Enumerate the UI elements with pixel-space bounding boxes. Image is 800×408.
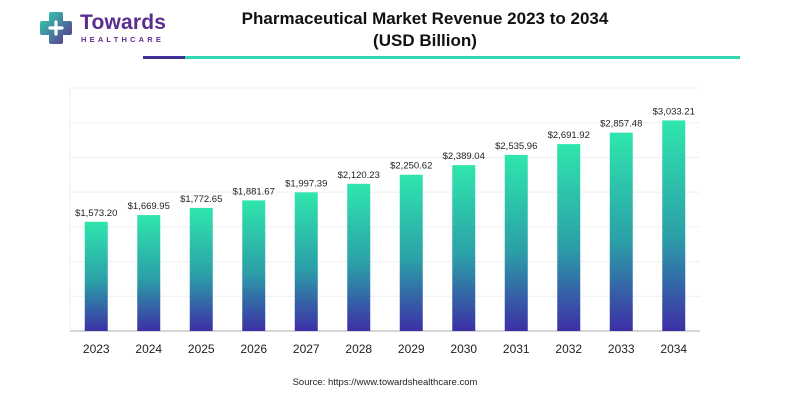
- x-tick-2029: 2029: [398, 342, 425, 356]
- x-tick-2025: 2025: [188, 342, 215, 356]
- bar-2028: [347, 183, 371, 331]
- bar-2031: [504, 154, 528, 331]
- brand-tagline: HEALTHCARE: [81, 35, 165, 44]
- x-tick-2034: 2034: [660, 342, 687, 356]
- data-labels: $1,573.20 $1,669.95 $1,772.65 $1,881.67 $1,9…: [75, 106, 695, 218]
- header-rule: [185, 56, 740, 59]
- data-label-2024: $1,669.95: [128, 201, 170, 212]
- bar-2034: [662, 120, 686, 331]
- chart-title-block: Pharmaceutical Market Revenue 2023 to 20…: [190, 8, 660, 52]
- bar-2026: [242, 200, 266, 331]
- bar-2027: [294, 192, 318, 331]
- grid-lines: [69, 87, 700, 332]
- data-label-2031: $2,535.96: [495, 141, 537, 152]
- data-label-2027: $1,997.39: [285, 178, 327, 189]
- bar-2033: [609, 132, 633, 331]
- x-tick-2032: 2032: [555, 342, 582, 356]
- x-tick-2033: 2033: [608, 342, 635, 356]
- chart-title: Pharmaceutical Market Revenue 2023 to 20…: [241, 9, 609, 28]
- data-label-2032: $2,691.92: [548, 130, 590, 141]
- bar-2029: [399, 174, 423, 331]
- data-label-2033: $2,857.48: [600, 119, 642, 130]
- x-tick-2030: 2030: [450, 342, 477, 356]
- data-label-2023: $1,573.20: [75, 208, 117, 219]
- data-label-2026: $1,881.67: [233, 186, 275, 197]
- x-tick-2028: 2028: [345, 342, 372, 356]
- data-label-2028: $2,120.23: [338, 170, 380, 181]
- chart-area: $1,573.20 $1,669.95 $1,772.65 $1,881.67 $1,9…: [0, 80, 800, 370]
- x-tick-2027: 2027: [293, 342, 320, 356]
- medical-cross-icon: [40, 12, 72, 44]
- bars: [84, 120, 686, 331]
- data-label-2025: $1,772.65: [180, 194, 222, 205]
- data-label-2029: $2,250.62: [390, 161, 432, 172]
- x-tick-2024: 2024: [135, 342, 162, 356]
- data-label-2034: $3,033.21: [653, 106, 695, 117]
- x-tick-2031: 2031: [503, 342, 530, 356]
- brand-logo: Towards HEALTHCARE: [38, 8, 188, 52]
- bar-2030: [452, 165, 476, 331]
- bar-chart: $1,573.20 $1,669.95 $1,772.65 $1,881.67 $1,9…: [69, 87, 700, 356]
- bar-2024: [137, 215, 161, 331]
- data-label-2030: $2,389.04: [443, 151, 485, 162]
- x-tick-2023: 2023: [83, 342, 110, 356]
- bar-2032: [557, 144, 581, 331]
- x-tick-labels: 2023 2024 2025 2026 2027 2028 2029 2030 2031 2032…: [83, 342, 688, 356]
- header-rule-accent: [143, 56, 185, 59]
- chart-subtitle: (USD Billion): [373, 31, 477, 50]
- x-tick-2026: 2026: [240, 342, 267, 356]
- bar-2025: [189, 207, 213, 331]
- bar-2023: [84, 221, 108, 331]
- brand-name: Towards: [80, 11, 167, 34]
- source-note: Source: https://www.towardshealthcare.co…: [292, 377, 478, 388]
